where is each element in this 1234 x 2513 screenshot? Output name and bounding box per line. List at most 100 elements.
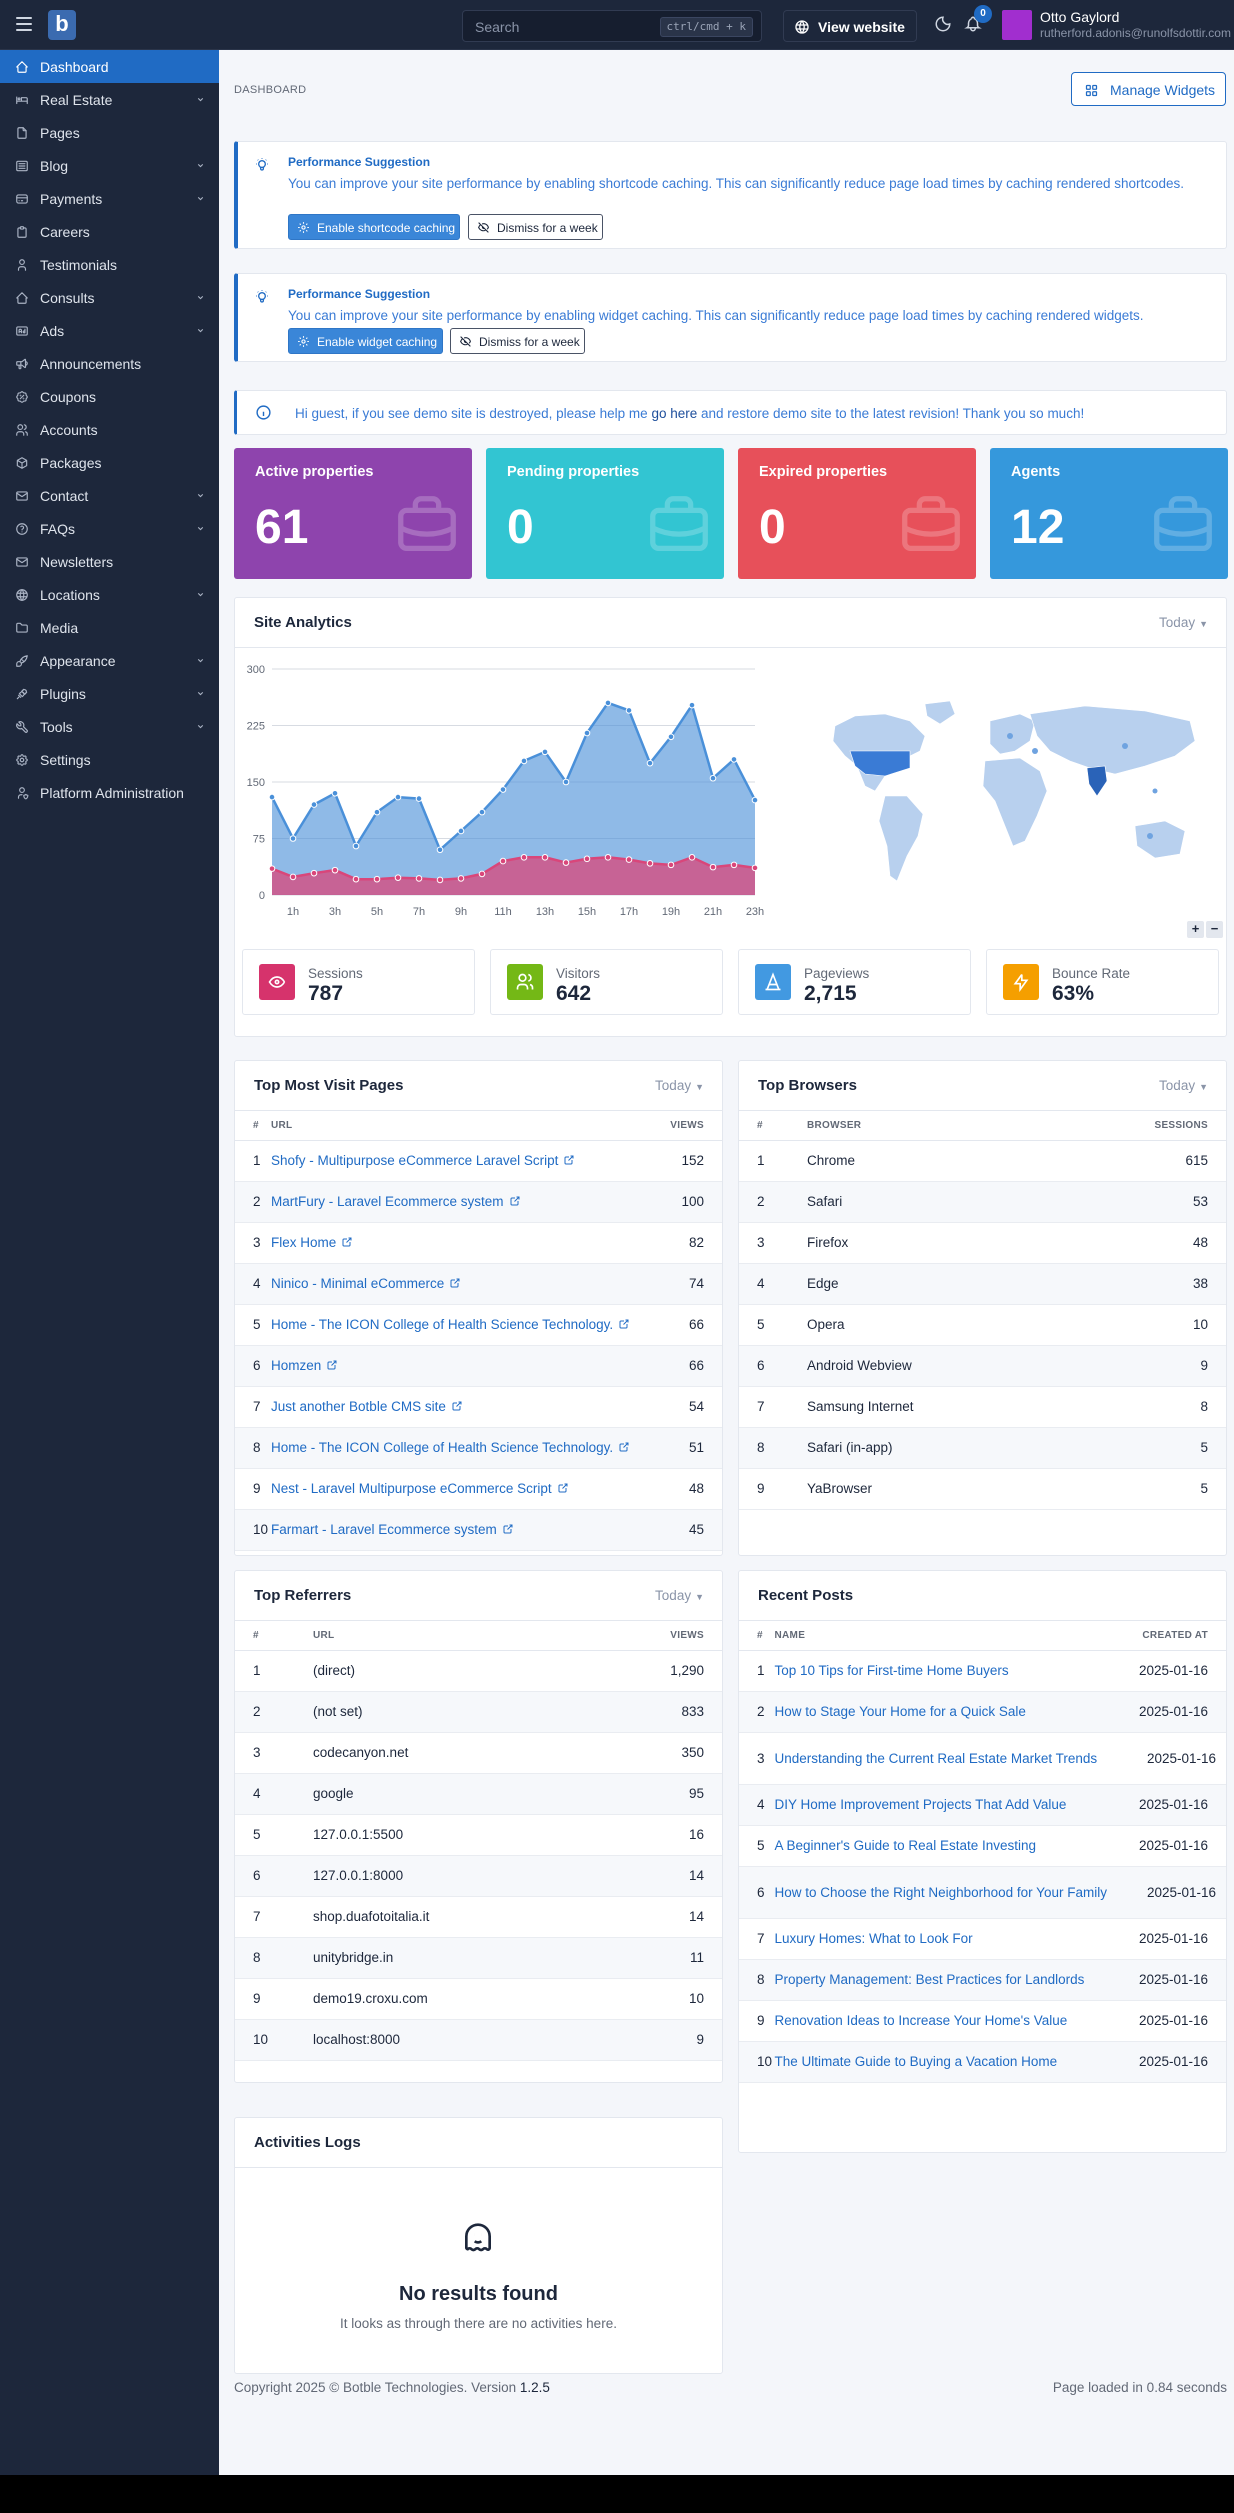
sidebar-item-media[interactable]: Media bbox=[0, 611, 219, 644]
data-point[interactable] bbox=[583, 855, 591, 863]
sidebar-item-blog[interactable]: Blog bbox=[0, 149, 219, 182]
table-cell[interactable]: Understanding the Current Real Estate Ma… bbox=[774, 1732, 1135, 1785]
external-link-icon[interactable] bbox=[502, 1523, 514, 1535]
table-cell[interactable]: Flex Home bbox=[271, 1222, 666, 1264]
data-point[interactable] bbox=[331, 866, 339, 874]
sidebar-item-packages[interactable]: Packages bbox=[0, 446, 219, 479]
sidebar-item-consults[interactable]: Consults bbox=[0, 281, 219, 314]
top-referrers-period-dropdown[interactable]: Today ▼ bbox=[655, 1588, 704, 1603]
enable-shortcode-caching-button[interactable]: Enable shortcode caching bbox=[288, 214, 460, 240]
user-avatar[interactable] bbox=[1002, 10, 1032, 40]
enable-widget-caching-button[interactable]: Enable widget caching bbox=[288, 328, 443, 354]
data-point[interactable] bbox=[352, 842, 360, 850]
data-point[interactable] bbox=[394, 793, 402, 801]
data-point[interactable] bbox=[415, 875, 423, 882]
data-point[interactable] bbox=[688, 701, 696, 709]
data-point[interactable] bbox=[667, 733, 675, 741]
external-link-icon[interactable] bbox=[618, 1318, 630, 1330]
data-point[interactable] bbox=[436, 876, 444, 884]
dark-mode-toggle-icon[interactable] bbox=[934, 15, 952, 33]
table-cell[interactable]: Renovation Ideas to Increase Your Home's… bbox=[774, 2000, 1135, 2042]
data-point[interactable] bbox=[310, 801, 318, 808]
data-point[interactable] bbox=[478, 870, 486, 878]
user-name[interactable]: Otto Gaylord bbox=[1040, 9, 1120, 25]
menu-toggle-icon[interactable] bbox=[16, 17, 32, 31]
data-point[interactable] bbox=[520, 757, 528, 765]
sidebar-item-appearance[interactable]: Appearance bbox=[0, 644, 219, 677]
data-point[interactable] bbox=[667, 861, 675, 869]
table-cell[interactable]: The Ultimate Guide to Buying a Vacation … bbox=[774, 2041, 1135, 2083]
data-point[interactable] bbox=[541, 854, 549, 861]
data-point[interactable] bbox=[352, 875, 360, 883]
data-point[interactable] bbox=[646, 860, 654, 867]
data-point[interactable] bbox=[373, 808, 381, 816]
table-cell[interactable]: Just another Botble CMS site bbox=[271, 1386, 666, 1428]
external-link-icon[interactable] bbox=[563, 1154, 575, 1166]
data-point[interactable] bbox=[562, 778, 570, 786]
data-point[interactable] bbox=[289, 835, 297, 842]
data-point[interactable] bbox=[415, 795, 423, 802]
sidebar-item-faqs[interactable]: FAQs bbox=[0, 512, 219, 545]
table-cell[interactable]: A Beginner's Guide to Real Estate Invest… bbox=[774, 1825, 1135, 1867]
table-cell[interactable]: Homzen bbox=[271, 1345, 666, 1387]
data-point[interactable] bbox=[394, 874, 402, 881]
data-point[interactable] bbox=[268, 793, 276, 801]
external-link-icon[interactable] bbox=[449, 1277, 461, 1289]
sidebar-item-contact[interactable]: Contact bbox=[0, 479, 219, 512]
view-website-button[interactable]: View website bbox=[783, 10, 917, 42]
table-cell[interactable]: Home - The ICON College of Health Scienc… bbox=[271, 1304, 666, 1346]
external-link-icon[interactable] bbox=[341, 1236, 353, 1248]
sidebar-item-coupons[interactable]: Coupons bbox=[0, 380, 219, 413]
data-point[interactable] bbox=[478, 808, 486, 816]
external-link-icon[interactable] bbox=[618, 1441, 630, 1453]
data-point[interactable] bbox=[730, 756, 738, 763]
stat-card-agents[interactable]: Agents 12 bbox=[990, 448, 1228, 579]
sidebar-item-payments[interactable]: Payments bbox=[0, 182, 219, 215]
sidebar-item-platform-administration[interactable]: Platform Administration bbox=[0, 776, 219, 809]
sidebar-item-locations[interactable]: Locations bbox=[0, 578, 219, 611]
external-link-icon[interactable] bbox=[509, 1195, 521, 1207]
table-cell[interactable]: Farmart - Laravel Ecommerce system bbox=[271, 1509, 666, 1551]
dismiss-shortcode-alert-button[interactable]: Dismiss for a week bbox=[468, 214, 603, 240]
stat-card-expired-properties[interactable]: Expired properties 0 bbox=[738, 448, 976, 579]
sidebar-item-newsletters[interactable]: Newsletters bbox=[0, 545, 219, 578]
table-cell[interactable]: Property Management: Best Practices for … bbox=[774, 1959, 1135, 2001]
table-cell[interactable]: Shofy - Multipurpose eCommerce Laravel S… bbox=[271, 1140, 666, 1182]
data-point[interactable] bbox=[730, 861, 738, 869]
data-point[interactable] bbox=[604, 854, 612, 861]
map-zoom-out-button[interactable]: − bbox=[1206, 921, 1223, 938]
data-point[interactable] bbox=[373, 875, 381, 883]
app-logo[interactable]: b bbox=[48, 10, 76, 40]
sidebar-item-careers[interactable]: Careers bbox=[0, 215, 219, 248]
data-point[interactable] bbox=[268, 865, 276, 872]
data-point[interactable] bbox=[751, 864, 759, 872]
table-cell[interactable]: Top 10 Tips for First-time Home Buyers bbox=[774, 1650, 1135, 1692]
sidebar-item-tools[interactable]: Tools bbox=[0, 710, 219, 743]
data-point[interactable] bbox=[436, 846, 444, 854]
analytics-period-dropdown[interactable]: Today ▼ bbox=[1159, 615, 1208, 630]
data-point[interactable] bbox=[646, 759, 654, 767]
data-point[interactable] bbox=[709, 863, 717, 871]
table-cell[interactable]: How to Stage Your Home for a Quick Sale bbox=[774, 1691, 1135, 1733]
stat-card-active-properties[interactable]: Active properties 61 bbox=[234, 448, 472, 579]
data-point[interactable] bbox=[751, 796, 759, 804]
table-cell[interactable]: MartFury - Laravel Ecommerce system bbox=[271, 1181, 666, 1223]
data-point[interactable] bbox=[604, 699, 612, 707]
external-link-icon[interactable] bbox=[451, 1400, 463, 1412]
sidebar-item-pages[interactable]: Pages bbox=[0, 116, 219, 149]
search-input[interactable]: Search ctrl/cmd + k bbox=[462, 10, 762, 42]
top-browsers-period-dropdown[interactable]: Today ▼ bbox=[1159, 1078, 1208, 1093]
data-point[interactable] bbox=[310, 869, 318, 877]
data-point[interactable] bbox=[625, 707, 633, 714]
sidebar-item-settings[interactable]: Settings bbox=[0, 743, 219, 776]
external-link-icon[interactable] bbox=[326, 1359, 338, 1371]
data-point[interactable] bbox=[331, 790, 339, 797]
data-point[interactable] bbox=[562, 859, 570, 866]
map-zoom-in-button[interactable]: + bbox=[1187, 921, 1204, 938]
data-point[interactable] bbox=[583, 729, 591, 737]
top-pages-period-dropdown[interactable]: Today ▼ bbox=[655, 1078, 704, 1093]
table-cell[interactable]: Home - The ICON College of Health Scienc… bbox=[271, 1427, 666, 1469]
go-here-link[interactable]: go here bbox=[651, 406, 698, 421]
sidebar-item-real-estate[interactable]: Real Estate bbox=[0, 83, 219, 116]
data-point[interactable] bbox=[289, 873, 297, 881]
